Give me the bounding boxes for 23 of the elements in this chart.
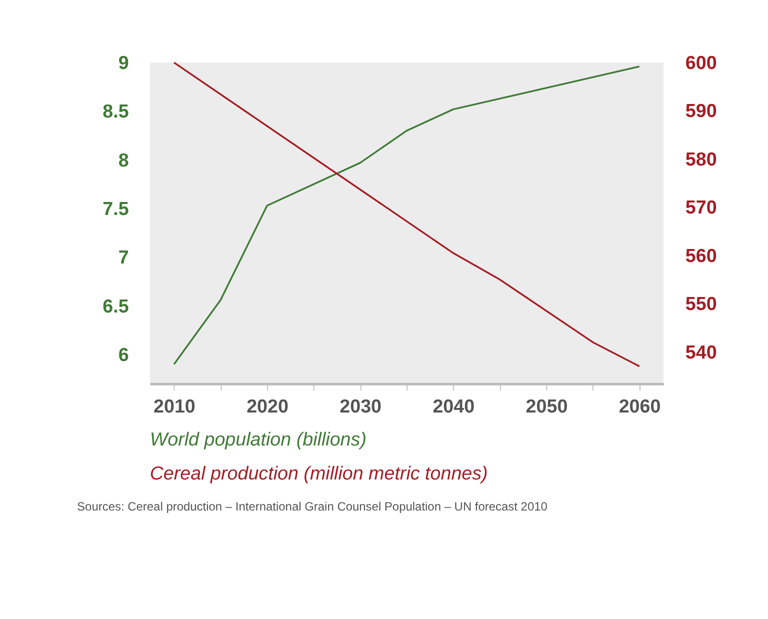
y2-tick-label: 560 xyxy=(685,244,717,266)
source-note: Sources: Cereal production – International Grain Counsel Population – UN forecast 2010 xyxy=(77,499,548,514)
y2-tick-label: 550 xyxy=(685,293,717,314)
x-tick-label: 2060 xyxy=(618,395,661,416)
y-tick-label: 6 xyxy=(118,344,129,365)
y-tick-label: 8 xyxy=(118,149,129,170)
y-tick-label: 8.5 xyxy=(102,100,129,122)
text: World population (billions) xyxy=(150,428,366,450)
x-tick-label: 2010 xyxy=(154,395,196,416)
text: Cereal production (million metric tonnes) xyxy=(150,462,488,484)
y-tick-label: 6.5 xyxy=(102,295,129,316)
y2-tick-label: 570 xyxy=(685,196,717,218)
x-tick-label: 2020 xyxy=(246,395,288,416)
y2-tick-label: 600 xyxy=(685,52,717,74)
y2-tick-label: 590 xyxy=(685,100,717,122)
x-tick-label: 2030 xyxy=(340,395,382,416)
x-tick-label: 2040 xyxy=(432,395,475,416)
y-tick-label: 7.5 xyxy=(102,198,129,219)
y2-tick-label: 540 xyxy=(685,341,717,362)
y-tick-label: 7 xyxy=(118,246,129,268)
x-tick-label: 2050 xyxy=(526,395,568,416)
y-tick-label: 9 xyxy=(118,52,129,74)
y2-tick-label: 580 xyxy=(685,148,717,170)
